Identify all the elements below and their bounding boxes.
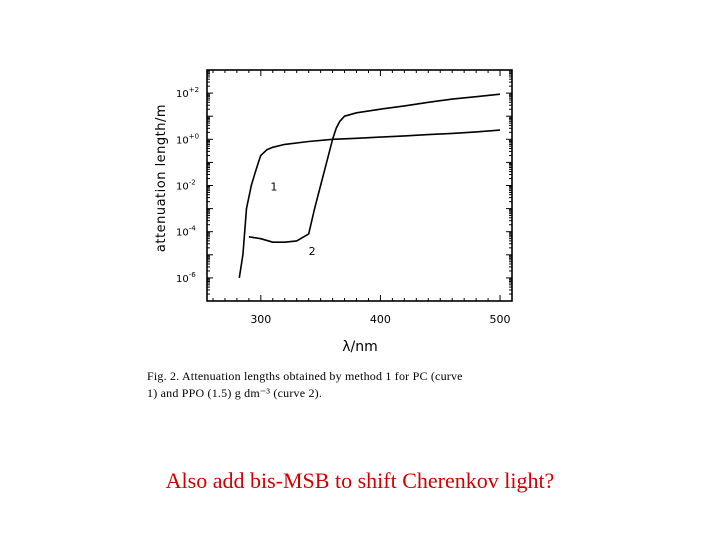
y-tick-label: 10-6 — [176, 271, 196, 285]
y-tick-label: 10-2 — [176, 179, 196, 193]
x-tick-label: 500 — [490, 313, 511, 326]
y-tick-label: 10+2 — [176, 86, 199, 100]
slide-note: Also add bis-MSB to shift Cherenkov ligh… — [165, 468, 555, 493]
x-tick-labels: 300 400 500 — [250, 313, 510, 326]
caption-line-1: Fig. 2. Attenuation lengths obtained by … — [147, 369, 463, 383]
series-lines — [238, 93, 501, 279]
x-axis-title: λ/nm — [342, 339, 378, 355]
y-axis-title: attenuation length/m — [154, 104, 169, 252]
y-tick-labels: 10+2 10+0 10-2 10-4 10-6 — [176, 86, 199, 285]
x-tick-label: 400 — [370, 313, 391, 326]
plot-frame — [206, 69, 513, 302]
x-tick-label: 300 — [250, 313, 271, 326]
curve-label: 2 — [309, 245, 316, 258]
curve-label: 1 — [270, 181, 277, 194]
y-tick-label: 10-4 — [176, 225, 196, 239]
axis-ticks — [207, 70, 513, 302]
y-tick-label: 10+0 — [176, 132, 199, 146]
figure-caption: Fig. 2. Attenuation lengths obtained by … — [147, 368, 547, 402]
series-2-line — [248, 93, 501, 243]
attenuation-chart: 10+210+010-210-410-6 300 400 500 12 λ/nm a… — [154, 69, 513, 355]
series-1-line — [238, 129, 501, 279]
curve-labels: 12 — [270, 181, 315, 258]
caption-line-2: 1) and PPO (1.5) g dm⁻³ (curve 2). — [147, 386, 323, 400]
